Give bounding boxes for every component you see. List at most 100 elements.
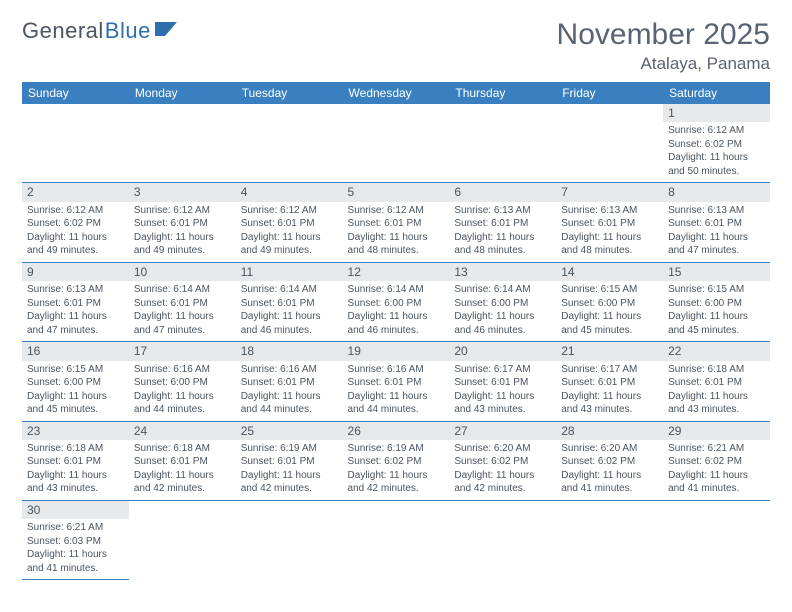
day-details: Sunrise: 6:21 AMSunset: 6:02 PMDaylight:… xyxy=(663,440,770,500)
sunset-text: Sunset: 6:01 PM xyxy=(27,455,124,469)
daylight-text: Daylight: 11 hours and 42 minutes. xyxy=(454,469,551,496)
calendar-header-row: SundayMondayTuesdayWednesdayThursdayFrid… xyxy=(22,82,770,104)
calendar-day-cell: 3Sunrise: 6:12 AMSunset: 6:01 PMDaylight… xyxy=(129,183,236,262)
logo-text-1: General xyxy=(22,18,104,44)
sunset-text: Sunset: 6:02 PM xyxy=(668,138,765,152)
day-details: Sunrise: 6:18 AMSunset: 6:01 PMDaylight:… xyxy=(22,440,129,500)
sunrise-text: Sunrise: 6:19 AM xyxy=(241,442,338,456)
calendar-day-cell: 7Sunrise: 6:13 AMSunset: 6:01 PMDaylight… xyxy=(556,183,663,262)
calendar-day-cell: 10Sunrise: 6:14 AMSunset: 6:01 PMDayligh… xyxy=(129,262,236,341)
sunrise-text: Sunrise: 6:13 AM xyxy=(454,204,551,218)
calendar-day-cell: 17Sunrise: 6:16 AMSunset: 6:00 PMDayligh… xyxy=(129,342,236,421)
day-details: Sunrise: 6:20 AMSunset: 6:02 PMDaylight:… xyxy=(449,440,556,500)
calendar-day-cell xyxy=(129,500,236,579)
daylight-text: Daylight: 11 hours and 42 minutes. xyxy=(134,469,231,496)
daylight-text: Daylight: 11 hours and 48 minutes. xyxy=(561,231,658,258)
calendar-day-cell: 15Sunrise: 6:15 AMSunset: 6:00 PMDayligh… xyxy=(663,262,770,341)
day-number: 20 xyxy=(449,342,556,360)
sunset-text: Sunset: 6:00 PM xyxy=(668,297,765,311)
calendar-day-cell: 4Sunrise: 6:12 AMSunset: 6:01 PMDaylight… xyxy=(236,183,343,262)
daylight-text: Daylight: 11 hours and 46 minutes. xyxy=(241,310,338,337)
sunrise-text: Sunrise: 6:18 AM xyxy=(27,442,124,456)
day-number: 7 xyxy=(556,183,663,201)
day-details: Sunrise: 6:12 AMSunset: 6:01 PMDaylight:… xyxy=(343,202,450,262)
day-number: 28 xyxy=(556,422,663,440)
day-details: Sunrise: 6:16 AMSunset: 6:00 PMDaylight:… xyxy=(129,361,236,421)
sunset-text: Sunset: 6:02 PM xyxy=(27,217,124,231)
sunrise-text: Sunrise: 6:17 AM xyxy=(561,363,658,377)
sunset-text: Sunset: 6:01 PM xyxy=(241,297,338,311)
day-number: 21 xyxy=(556,342,663,360)
day-number: 18 xyxy=(236,342,343,360)
sunset-text: Sunset: 6:00 PM xyxy=(348,297,445,311)
calendar-day-cell xyxy=(343,500,450,579)
sunset-text: Sunset: 6:02 PM xyxy=(348,455,445,469)
sunset-text: Sunset: 6:01 PM xyxy=(454,376,551,390)
calendar-day-cell: 27Sunrise: 6:20 AMSunset: 6:02 PMDayligh… xyxy=(449,421,556,500)
calendar-day-cell: 21Sunrise: 6:17 AMSunset: 6:01 PMDayligh… xyxy=(556,342,663,421)
day-number: 25 xyxy=(236,422,343,440)
day-details: Sunrise: 6:19 AMSunset: 6:02 PMDaylight:… xyxy=(343,440,450,500)
day-number: 3 xyxy=(129,183,236,201)
calendar-day-cell: 30Sunrise: 6:21 AMSunset: 6:03 PMDayligh… xyxy=(22,500,129,579)
day-details: Sunrise: 6:12 AMSunset: 6:01 PMDaylight:… xyxy=(129,202,236,262)
day-number: 11 xyxy=(236,263,343,281)
weekday-header: Sunday xyxy=(22,82,129,104)
day-number: 6 xyxy=(449,183,556,201)
sunrise-text: Sunrise: 6:12 AM xyxy=(348,204,445,218)
sunrise-text: Sunrise: 6:13 AM xyxy=(27,283,124,297)
day-number: 16 xyxy=(22,342,129,360)
calendar-day-cell: 13Sunrise: 6:14 AMSunset: 6:00 PMDayligh… xyxy=(449,262,556,341)
calendar-day-cell: 22Sunrise: 6:18 AMSunset: 6:01 PMDayligh… xyxy=(663,342,770,421)
daylight-text: Daylight: 11 hours and 48 minutes. xyxy=(454,231,551,258)
sunset-text: Sunset: 6:01 PM xyxy=(561,217,658,231)
day-number: 17 xyxy=(129,342,236,360)
sunset-text: Sunset: 6:00 PM xyxy=(454,297,551,311)
sunrise-text: Sunrise: 6:16 AM xyxy=(348,363,445,377)
day-details: Sunrise: 6:17 AMSunset: 6:01 PMDaylight:… xyxy=(449,361,556,421)
sunrise-text: Sunrise: 6:15 AM xyxy=(27,363,124,377)
sunrise-text: Sunrise: 6:16 AM xyxy=(241,363,338,377)
sunset-text: Sunset: 6:01 PM xyxy=(241,217,338,231)
calendar-body: 1Sunrise: 6:12 AMSunset: 6:02 PMDaylight… xyxy=(22,104,770,580)
day-number: 22 xyxy=(663,342,770,360)
day-number: 12 xyxy=(343,263,450,281)
sunrise-text: Sunrise: 6:21 AM xyxy=(668,442,765,456)
calendar-day-cell xyxy=(556,500,663,579)
daylight-text: Daylight: 11 hours and 41 minutes. xyxy=(668,469,765,496)
calendar-day-cell xyxy=(556,104,663,183)
logo: GeneralBlue xyxy=(22,18,181,44)
sunset-text: Sunset: 6:01 PM xyxy=(134,217,231,231)
sunrise-text: Sunrise: 6:20 AM xyxy=(454,442,551,456)
sunset-text: Sunset: 6:01 PM xyxy=(134,455,231,469)
calendar-week-row: 9Sunrise: 6:13 AMSunset: 6:01 PMDaylight… xyxy=(22,262,770,341)
day-details: Sunrise: 6:12 AMSunset: 6:01 PMDaylight:… xyxy=(236,202,343,262)
daylight-text: Daylight: 11 hours and 41 minutes. xyxy=(561,469,658,496)
day-details: Sunrise: 6:14 AMSunset: 6:01 PMDaylight:… xyxy=(129,281,236,341)
sunset-text: Sunset: 6:01 PM xyxy=(241,376,338,390)
sunrise-text: Sunrise: 6:21 AM xyxy=(27,521,124,535)
day-number: 27 xyxy=(449,422,556,440)
sunrise-text: Sunrise: 6:14 AM xyxy=(241,283,338,297)
day-details: Sunrise: 6:19 AMSunset: 6:01 PMDaylight:… xyxy=(236,440,343,500)
title-block: November 2025 Atalaya, Panama xyxy=(557,18,770,74)
day-number: 9 xyxy=(22,263,129,281)
daylight-text: Daylight: 11 hours and 47 minutes. xyxy=(27,310,124,337)
calendar-table: SundayMondayTuesdayWednesdayThursdayFrid… xyxy=(22,82,770,580)
sunset-text: Sunset: 6:01 PM xyxy=(668,376,765,390)
calendar-day-cell xyxy=(663,500,770,579)
day-number: 5 xyxy=(343,183,450,201)
sunset-text: Sunset: 6:01 PM xyxy=(134,297,231,311)
sunrise-text: Sunrise: 6:17 AM xyxy=(454,363,551,377)
day-details: Sunrise: 6:16 AMSunset: 6:01 PMDaylight:… xyxy=(236,361,343,421)
daylight-text: Daylight: 11 hours and 45 minutes. xyxy=(561,310,658,337)
calendar-day-cell xyxy=(449,104,556,183)
calendar-day-cell: 5Sunrise: 6:12 AMSunset: 6:01 PMDaylight… xyxy=(343,183,450,262)
day-number: 29 xyxy=(663,422,770,440)
sunset-text: Sunset: 6:03 PM xyxy=(27,535,124,549)
calendar-week-row: 16Sunrise: 6:15 AMSunset: 6:00 PMDayligh… xyxy=(22,342,770,421)
day-details: Sunrise: 6:21 AMSunset: 6:03 PMDaylight:… xyxy=(22,519,129,579)
day-details: Sunrise: 6:15 AMSunset: 6:00 PMDaylight:… xyxy=(663,281,770,341)
sunset-text: Sunset: 6:01 PM xyxy=(348,376,445,390)
calendar-day-cell: 1Sunrise: 6:12 AMSunset: 6:02 PMDaylight… xyxy=(663,104,770,183)
